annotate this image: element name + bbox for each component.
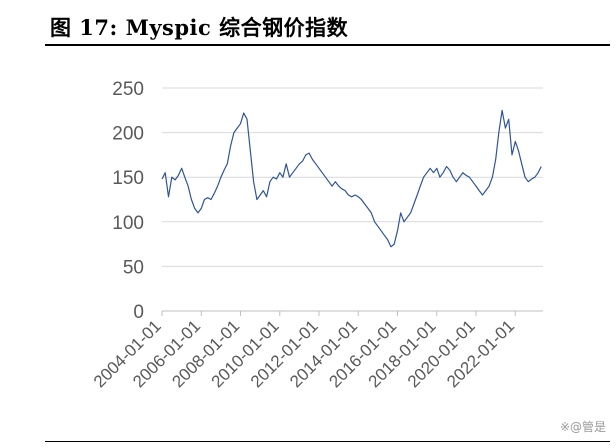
- gridlines: [162, 87, 543, 267]
- x-axis: [161, 310, 543, 316]
- y-tick-label-250: 250: [112, 79, 144, 100]
- y-tick-label-50: 50: [123, 257, 144, 278]
- y-tick-label-150: 150: [112, 168, 144, 189]
- bottom-rule: [45, 441, 610, 442]
- series-layer: [161, 109, 542, 248]
- y-tick-label-0: 0: [133, 302, 144, 323]
- series-line-0: [161, 109, 542, 248]
- title-rule: [45, 44, 610, 46]
- figure-title: 图 17: Myspic 综合钢价指数: [50, 15, 349, 40]
- y-axis-tick-labels: 0 50 100 150 200 250: [112, 79, 144, 323]
- y-tick-label-100: 100: [112, 213, 144, 234]
- x-axis-tick-labels: 2004-01-012006-01-012008-01-012010-01-01…: [90, 316, 518, 391]
- y-tick-label-200: 200: [112, 124, 144, 145]
- source-watermark: ※@管是: [559, 420, 606, 434]
